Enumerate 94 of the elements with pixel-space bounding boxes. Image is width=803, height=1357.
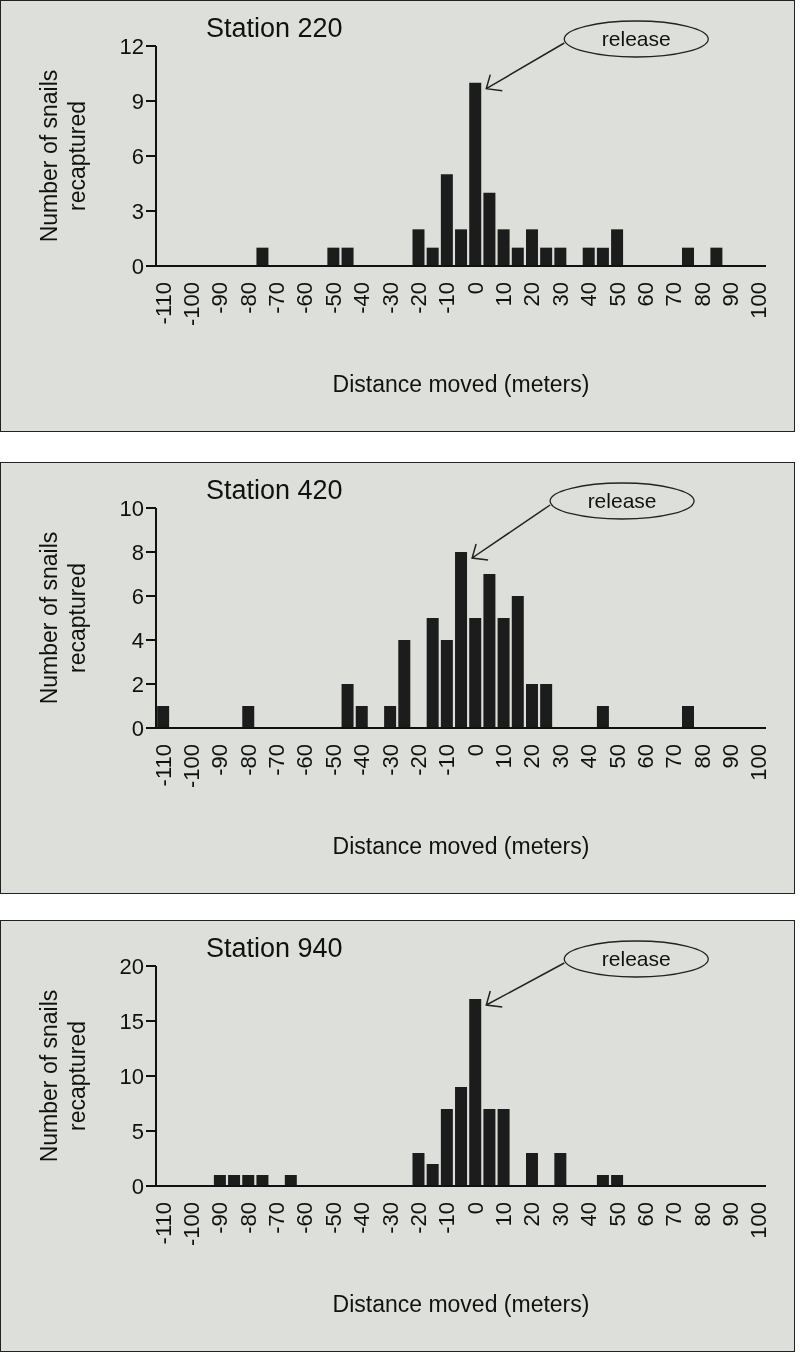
x-tick-label: 90 — [718, 1202, 744, 1227]
y-tick-label: 20 — [119, 953, 144, 979]
x-tick-label: 60 — [632, 282, 658, 307]
x-tick-label: -30 — [377, 1202, 403, 1234]
x-tick-label: -50 — [320, 282, 346, 314]
x-tick-label: -70 — [264, 282, 290, 314]
x-tick-label: -90 — [207, 744, 233, 776]
y-axis-title: Number of snails recaptured — [35, 530, 91, 707]
y-tick-label: 8 — [131, 539, 144, 565]
x-tick-label: -80 — [235, 282, 261, 314]
y-tick-label: 3 — [131, 198, 144, 224]
x-tick-label: -50 — [320, 1202, 346, 1234]
y-tick-label: 5 — [131, 1118, 144, 1144]
x-tick-label: -80 — [235, 1202, 261, 1234]
x-tick-label: 100 — [746, 1202, 772, 1239]
x-tick-label: 70 — [661, 744, 687, 769]
x-tick-label: 50 — [604, 1202, 630, 1227]
y-tick-label: 4 — [131, 627, 144, 653]
x-tick-label: -70 — [264, 1202, 290, 1234]
y-tick-label: 6 — [131, 143, 144, 169]
x-tick-label: 80 — [689, 1202, 715, 1227]
x-tick-label: 90 — [718, 282, 744, 307]
x-tick-label: 20 — [519, 1202, 545, 1227]
annotation: release — [600, 946, 672, 972]
x-tick-label: -100 — [178, 1202, 204, 1247]
x-tick-label: 50 — [604, 282, 630, 307]
chart-title: Station 940 — [206, 933, 343, 964]
x-tick-label: -80 — [235, 744, 261, 776]
x-tick-label: -20 — [405, 282, 431, 314]
x-tick-label: -30 — [377, 282, 403, 314]
x-tick-label: 100 — [746, 744, 772, 781]
x-tick-label: 70 — [661, 1202, 687, 1227]
x-tick-label: 30 — [547, 744, 573, 769]
y-tick-label: 0 — [131, 253, 144, 279]
x-tick-label: -100 — [178, 744, 204, 789]
x-tick-label: -70 — [264, 744, 290, 776]
x-tick-label: -30 — [377, 744, 403, 776]
x-tick-label: -10 — [434, 744, 460, 776]
y-tick-label: 12 — [119, 33, 144, 59]
x-tick-label: -110 — [150, 282, 176, 325]
x-tick-label: 30 — [547, 282, 573, 307]
x-tick-label: -40 — [349, 1202, 375, 1234]
y-tick-label: 15 — [119, 1008, 144, 1034]
x-tick-label: 80 — [689, 282, 715, 307]
x-tick-label: -10 — [434, 1202, 460, 1234]
chart-title: Station 220 — [206, 13, 343, 44]
y-tick-label: 0 — [131, 1173, 144, 1199]
x-tick-label: -110 — [150, 744, 176, 787]
x-tick-label: 80 — [689, 744, 715, 769]
x-tick-label: 10 — [491, 744, 517, 769]
x-tick-label: 20 — [519, 282, 545, 307]
x-tick-label: -20 — [405, 1202, 431, 1234]
x-tick-label: -110 — [150, 1202, 176, 1245]
x-tick-label: -100 — [178, 282, 204, 327]
y-tick-label: 10 — [119, 1063, 144, 1089]
y-tick-label: 9 — [131, 88, 144, 114]
x-tick-label: 0 — [462, 282, 488, 295]
x-axis-title: Distance moved (meters) — [331, 833, 591, 860]
annotation: release — [600, 26, 672, 52]
annotation: release — [586, 488, 658, 514]
x-tick-label: -20 — [405, 744, 431, 776]
x-tick-label: 30 — [547, 1202, 573, 1227]
x-tick-label: 90 — [718, 744, 744, 769]
x-tick-label: -60 — [292, 282, 318, 314]
x-tick-label: -40 — [349, 282, 375, 314]
x-tick-label: -60 — [292, 744, 318, 776]
y-tick-label: 2 — [131, 671, 144, 697]
x-tick-label: 100 — [746, 282, 772, 319]
y-tick-label: 10 — [119, 495, 144, 521]
x-tick-label: -90 — [207, 282, 233, 314]
x-tick-label: 0 — [462, 1202, 488, 1215]
x-tick-label: 40 — [576, 1202, 602, 1227]
x-tick-label: 40 — [576, 282, 602, 307]
y-axis-title: Number of snails recaptured — [35, 68, 91, 245]
x-tick-label: 10 — [491, 282, 517, 307]
x-tick-label: -40 — [349, 744, 375, 776]
x-tick-label: 20 — [519, 744, 545, 769]
x-tick-label: -10 — [434, 282, 460, 314]
x-tick-label: -50 — [320, 744, 346, 776]
x-tick-label: 60 — [632, 744, 658, 769]
x-tick-label: -90 — [207, 1202, 233, 1234]
x-tick-label: 70 — [661, 282, 687, 307]
x-tick-label: -60 — [292, 1202, 318, 1234]
x-tick-label: 0 — [462, 744, 488, 757]
x-tick-label: 40 — [576, 744, 602, 769]
y-tick-label: 0 — [131, 715, 144, 741]
y-axis-title: Number of snails recaptured — [35, 988, 91, 1165]
x-axis-title: Distance moved (meters) — [331, 371, 591, 398]
x-tick-label: 10 — [491, 1202, 517, 1227]
y-tick-label: 6 — [131, 583, 144, 609]
chart-title: Station 420 — [206, 475, 343, 506]
x-tick-label: 60 — [632, 1202, 658, 1227]
x-axis-title: Distance moved (meters) — [331, 1291, 591, 1318]
x-tick-label: 50 — [604, 744, 630, 769]
